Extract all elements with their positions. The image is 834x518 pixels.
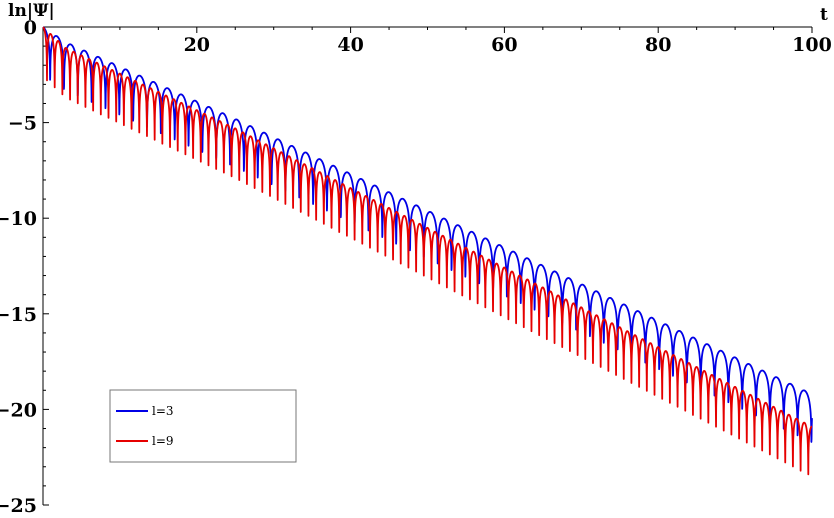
y-tick-label: −15: [0, 304, 37, 326]
legend: l=3 l=9: [109, 389, 297, 463]
y-tick-label: −20: [0, 399, 37, 421]
legend-box: [109, 389, 297, 463]
x-tick-label: 40: [337, 34, 363, 56]
x-tick-label: 20: [184, 34, 210, 56]
legend-label-l3: l=3: [152, 404, 174, 418]
x-tick-label: 80: [645, 34, 671, 56]
series-line-l9: [42, 26, 813, 476]
y-tick-label: −10: [0, 208, 37, 230]
x-tick-label: 60: [491, 34, 517, 56]
x-tick-label: 100: [792, 34, 832, 56]
y-ticks: 0 −5 −10 −15 −20 −25: [0, 17, 49, 517]
y-tick-label: −25: [0, 495, 37, 517]
x-axis-label: t: [820, 5, 828, 25]
y-tick-label: −5: [8, 113, 37, 135]
series-line-l3: [42, 26, 813, 443]
x-ticks: 20 40 60 80 100: [80, 27, 832, 56]
y-tick-label: 0: [24, 17, 37, 39]
legend-label-l9: l=9: [152, 434, 174, 448]
series-layer: [42, 26, 813, 476]
y-axis-label: ln|Ψ|: [8, 1, 55, 21]
